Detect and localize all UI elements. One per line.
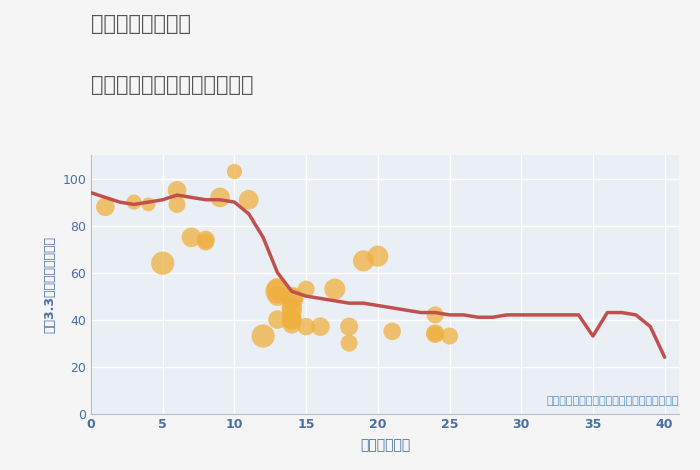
Point — [430, 330, 441, 337]
Point — [286, 316, 297, 323]
Point — [386, 328, 398, 335]
Point — [172, 201, 183, 208]
Point — [214, 194, 225, 201]
Point — [157, 259, 168, 267]
Point — [372, 252, 384, 260]
Point — [300, 285, 312, 293]
Point — [286, 295, 297, 302]
Text: 千葉県市原市徳氏: 千葉県市原市徳氏 — [91, 14, 191, 34]
Point — [286, 321, 297, 328]
Point — [272, 285, 283, 293]
Point — [444, 332, 455, 340]
Point — [200, 236, 211, 243]
Point — [286, 304, 297, 312]
Point — [315, 323, 326, 330]
Point — [128, 198, 139, 206]
Point — [172, 187, 183, 194]
Point — [286, 316, 297, 323]
Point — [286, 309, 297, 316]
Point — [430, 330, 441, 337]
Point — [344, 339, 355, 347]
Point — [243, 196, 254, 204]
Point — [186, 234, 197, 241]
Y-axis label: 坪（3.3㎡）単価（万円）: 坪（3.3㎡）単価（万円） — [43, 236, 57, 333]
X-axis label: 築年数（年）: 築年数（年） — [360, 439, 410, 453]
Text: 築年数別中古マンション価格: 築年数別中古マンション価格 — [91, 75, 253, 95]
Point — [358, 257, 369, 265]
Point — [229, 168, 240, 175]
Point — [200, 238, 211, 246]
Point — [143, 201, 154, 208]
Point — [272, 292, 283, 300]
Point — [272, 288, 283, 295]
Point — [258, 332, 269, 340]
Point — [99, 203, 111, 211]
Point — [272, 316, 283, 323]
Point — [300, 323, 312, 330]
Point — [344, 323, 355, 330]
Point — [286, 295, 297, 302]
Point — [430, 311, 441, 319]
Point — [329, 285, 340, 293]
Text: 円の大きさは、取引のあった物件面積を示す: 円の大きさは、取引のあった物件面積を示す — [547, 396, 679, 406]
